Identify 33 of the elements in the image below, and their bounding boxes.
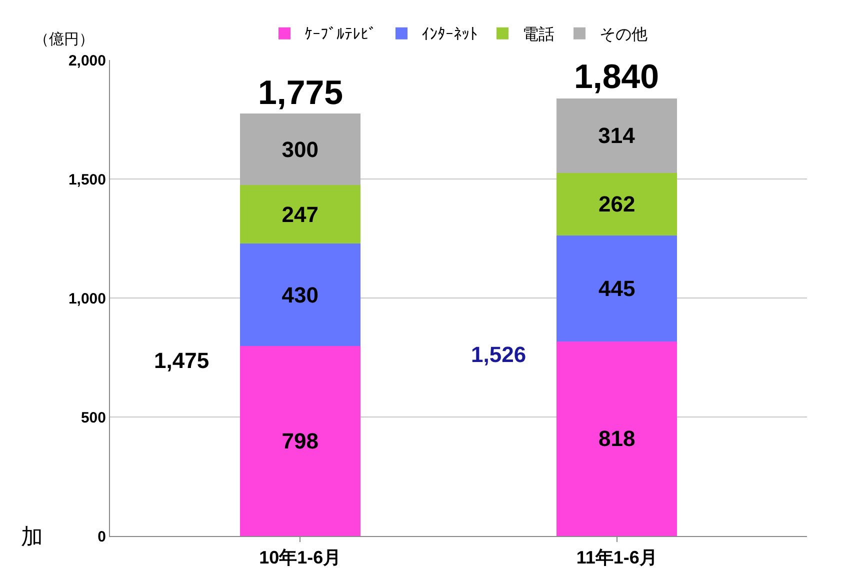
legend-label: ｲﾝﾀｰﾈｯﾄ [422, 26, 478, 44]
annotation: 1,526 [471, 342, 526, 367]
bar [556, 341, 678, 536]
data-label: 247 [282, 202, 318, 227]
data-label: 300 [282, 136, 318, 162]
x-tick-label: 11年1-6月 [576, 548, 658, 568]
total-label: 1,840 [574, 58, 660, 96]
y-tick-label: 500 [80, 409, 106, 426]
legend-label: ｹｰﾌﾞﾙﾃﾚﾋﾞ [304, 26, 376, 44]
data-label: 445 [598, 276, 636, 301]
bar [240, 114, 360, 185]
total-label: 1,775 [258, 74, 344, 112]
text: 加 [21, 524, 43, 549]
y-axis-title: （億円） [34, 31, 94, 48]
bar [556, 173, 678, 236]
data-label: 818 [598, 426, 636, 452]
y-tick-label: 1,000 [68, 290, 106, 308]
bar [556, 98, 678, 174]
x-tick-label: 10年1-6月 [259, 548, 342, 568]
bar [556, 235, 678, 342]
data-label: 430 [282, 282, 318, 308]
y-tick-label: 0 [98, 528, 106, 546]
y-tick-label: 1,500 [68, 171, 106, 188]
data-label: 262 [598, 192, 636, 217]
annotation: 1,475 [154, 348, 210, 373]
legend-label: 電話 [522, 26, 554, 44]
bar [240, 184, 360, 244]
data-label: 314 [598, 123, 636, 148]
data-label: 798 [282, 428, 318, 454]
legend-label: その他 [600, 26, 648, 44]
bar [240, 346, 360, 536]
bar [240, 244, 360, 346]
y-tick-label: 2,000 [68, 52, 106, 70]
